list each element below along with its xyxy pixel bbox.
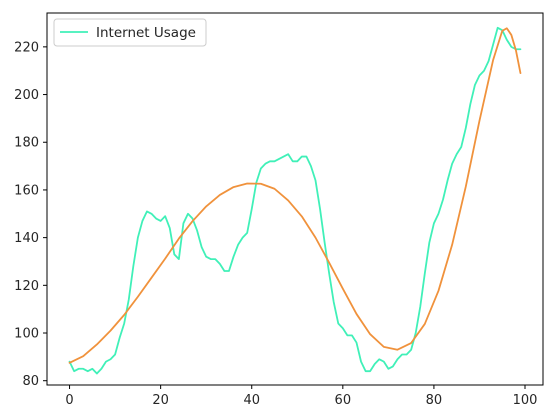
plot-frame <box>46 12 544 386</box>
x-tick-label: 100 <box>513 393 538 408</box>
x-axis: 0 20 40 60 80 100 <box>65 385 537 408</box>
legend-label-internet-usage: Internet Usage <box>96 25 196 41</box>
legend: Internet Usage <box>53 18 207 47</box>
y-tick-label: 200 <box>14 88 39 103</box>
y-tick-label: 120 <box>14 279 39 294</box>
y-tick-label: 160 <box>14 183 39 198</box>
y-tick-label: 80 <box>22 374 39 389</box>
y-tick-label: 180 <box>14 136 39 151</box>
x-tick-label: 0 <box>65 393 73 408</box>
series-layer <box>68 26 522 375</box>
y-tick-label: 100 <box>14 327 39 342</box>
x-tick-label: 40 <box>243 393 260 408</box>
series-line-internet-usage <box>68 26 522 375</box>
y-tick-label: 220 <box>14 40 39 55</box>
y-tick-label: 140 <box>14 231 39 246</box>
series-line-2 <box>68 27 522 364</box>
legend-box <box>53 18 207 47</box>
x-tick-label: 20 <box>152 393 169 408</box>
x-tick-label: 80 <box>426 393 443 408</box>
y-axis: 80 100 120 140 160 180 200 220 <box>14 40 47 389</box>
x-tick-label: 60 <box>335 393 352 408</box>
